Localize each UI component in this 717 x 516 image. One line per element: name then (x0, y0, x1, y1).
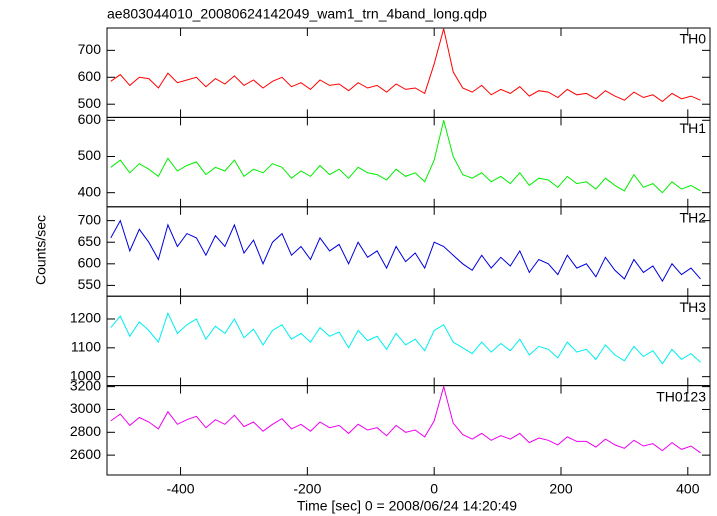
x-tick-label: 0 (430, 481, 438, 497)
x-tick-label: 200 (549, 481, 573, 497)
panel-frame (106, 27, 711, 118)
panel-frame (106, 385, 711, 476)
x-tick-label: 400 (676, 481, 700, 497)
panel-label: TH0 (680, 31, 707, 47)
x-tick-label: -200 (293, 481, 321, 497)
panel-label: TH2 (680, 210, 707, 226)
y-tick-label: 3200 (70, 377, 101, 393)
panel-label: TH3 (680, 299, 707, 315)
y-tick-label: 600 (78, 68, 102, 84)
y-tick-label: 650 (78, 233, 102, 249)
y-tick-label: 1000 (70, 367, 101, 383)
series-line (110, 311, 701, 365)
chart-title: ae803044010_20080624142049_wam1_trn_4ban… (107, 6, 487, 22)
series-line (110, 219, 701, 283)
y-tick-label: 550 (78, 276, 102, 292)
series-line (110, 120, 701, 194)
y-tick-label: 3000 (70, 400, 101, 416)
panel-frame (106, 116, 711, 208)
y-tick-label: 400 (78, 183, 102, 199)
panel-label: TH1 (680, 120, 707, 136)
panel-label: TH0123 (656, 388, 706, 404)
y-tick-label: 2600 (70, 446, 101, 462)
y-tick-label: 600 (78, 255, 102, 271)
series-line (110, 28, 701, 103)
y-tick-label: 1200 (70, 310, 101, 326)
y-tick-label: 500 (78, 95, 102, 111)
y-tick-label: 700 (78, 41, 102, 57)
y-tick-label: 700 (78, 211, 102, 227)
panel-frame (106, 206, 711, 297)
y-tick-label: 2800 (70, 423, 101, 439)
y-tick-label: 1100 (71, 339, 101, 355)
series-line (110, 385, 701, 454)
panel-frame (106, 295, 711, 387)
y-tick-label: 500 (78, 147, 102, 163)
x-axis-label: Time [sec] 0 = 2008/06/24 14:20:49 (297, 498, 517, 514)
y-tick-label: 600 (78, 111, 102, 127)
y-axis-label: Counts/sec (33, 215, 49, 285)
x-tick-label: -400 (167, 481, 195, 497)
